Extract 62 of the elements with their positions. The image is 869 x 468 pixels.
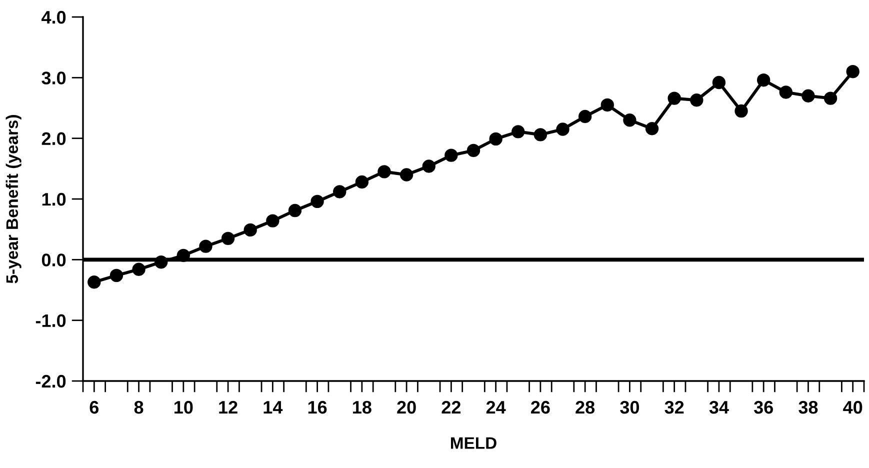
x-tick-label: 16 xyxy=(308,400,327,414)
y-tick-label: 2.0 xyxy=(42,132,66,146)
x-tick-label: 30 xyxy=(620,400,640,414)
x-tick-label: 28 xyxy=(576,400,595,414)
point xyxy=(712,76,726,90)
x-tick-label: 18 xyxy=(353,400,372,414)
point xyxy=(244,223,257,237)
point xyxy=(779,86,792,99)
x-tick-label: 32 xyxy=(664,400,684,414)
x-tick-label: 20 xyxy=(397,400,416,414)
point xyxy=(310,194,324,208)
point xyxy=(600,98,614,112)
y-tick-label: 3.0 xyxy=(42,72,66,84)
y-tick-label: -2.0 xyxy=(36,374,66,388)
y-tick-label: 4.0 xyxy=(42,10,66,24)
point xyxy=(578,110,592,124)
point xyxy=(378,165,391,178)
point xyxy=(422,160,436,173)
point xyxy=(132,262,146,276)
point xyxy=(176,248,190,262)
point xyxy=(512,125,525,138)
point xyxy=(645,122,659,136)
x-tick-label: 38 xyxy=(798,400,818,414)
point xyxy=(534,128,548,142)
x-axis-title: MELD xyxy=(451,437,496,449)
y-axis-title: 5-year Benefit (years) xyxy=(6,115,22,284)
x-tick-label: 22 xyxy=(442,400,461,414)
y-tick-label: 0.0 xyxy=(42,254,66,266)
y-tick-label: -1.0 xyxy=(36,314,66,328)
point xyxy=(734,104,748,118)
y-tick-label: 1.0 xyxy=(42,192,66,206)
point xyxy=(623,114,636,127)
point xyxy=(489,132,502,146)
x-tick-label: 8 xyxy=(134,400,144,414)
x-tick-label: 24 xyxy=(486,400,506,414)
point xyxy=(110,268,124,282)
point xyxy=(444,148,458,162)
x-tick-label: 14 xyxy=(264,401,283,414)
x-tick-label: 34 xyxy=(709,400,729,414)
point xyxy=(466,144,480,158)
point xyxy=(824,92,838,105)
point xyxy=(333,185,346,198)
point xyxy=(355,175,369,189)
point xyxy=(288,204,302,218)
point xyxy=(400,168,414,182)
point xyxy=(668,92,681,105)
point xyxy=(556,122,570,136)
x-tick-label: 36 xyxy=(754,400,773,414)
x-tick-label: 6 xyxy=(90,400,99,414)
point xyxy=(199,240,212,253)
x-tick-label: 40 xyxy=(843,400,862,414)
x-tick-label: 12 xyxy=(219,400,238,414)
point xyxy=(88,276,101,289)
point xyxy=(802,89,815,102)
x-tick-label: 10 xyxy=(174,400,193,414)
point xyxy=(846,65,860,78)
point xyxy=(756,73,770,87)
point xyxy=(154,255,168,269)
point xyxy=(690,94,704,107)
point xyxy=(266,214,280,228)
point xyxy=(221,232,235,246)
x-tick-label: 26 xyxy=(531,400,550,414)
